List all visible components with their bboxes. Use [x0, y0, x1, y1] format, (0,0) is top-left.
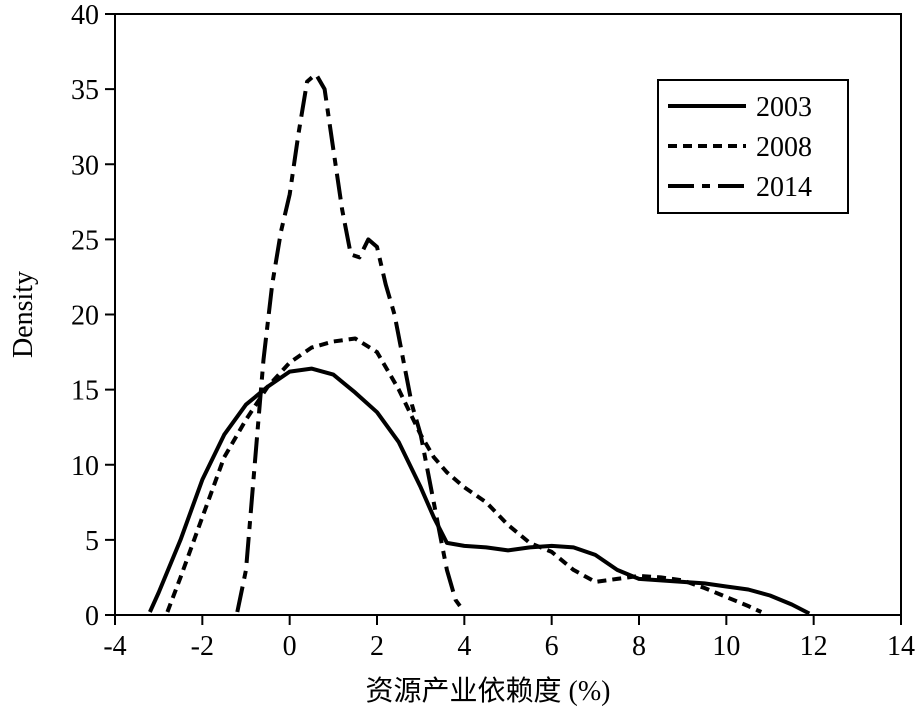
x-axis-ticks: -4 -2 0 2 4 6 8 10 12 14	[103, 615, 915, 662]
x-tick-label: 8	[632, 631, 646, 662]
x-tick-label: 10	[712, 631, 740, 662]
series-lines	[148, 72, 811, 616]
y-axis-ticks: 0 5 10 15 20 25 30 35 40	[71, 0, 115, 632]
x-tick-label: 12	[800, 631, 828, 662]
y-tick-label: 15	[71, 376, 99, 407]
legend-label-2008: 2008	[756, 132, 812, 163]
legend-label-2003: 2003	[756, 92, 812, 123]
y-tick-label: 25	[71, 225, 99, 256]
y-tick-label: 35	[71, 75, 99, 106]
x-axis-title: 资源产业依赖度 (%)	[366, 675, 611, 707]
y-axis-title: Density	[8, 271, 39, 358]
series-line-2014	[235, 72, 466, 614]
x-tick-label: -2	[191, 631, 214, 662]
x-tick-label: -4	[103, 631, 126, 662]
x-tick-label: 2	[370, 631, 384, 662]
series-line-2008	[165, 336, 763, 614]
x-tick-label: 0	[283, 631, 297, 662]
x-tick-label: 6	[545, 631, 559, 662]
series-line-2003	[148, 366, 811, 616]
y-tick-label: 10	[71, 451, 99, 482]
y-tick-label: 30	[71, 150, 99, 181]
x-tick-label: 4	[457, 631, 471, 662]
legend: 2003 2008 2014	[657, 79, 849, 214]
x-tick-label: 14	[887, 631, 915, 662]
y-tick-label: 0	[85, 601, 99, 632]
y-tick-label: 40	[71, 0, 99, 31]
legend-label-2014: 2014	[756, 172, 812, 203]
y-tick-label: 5	[85, 526, 99, 557]
y-tick-label: 20	[71, 301, 99, 332]
